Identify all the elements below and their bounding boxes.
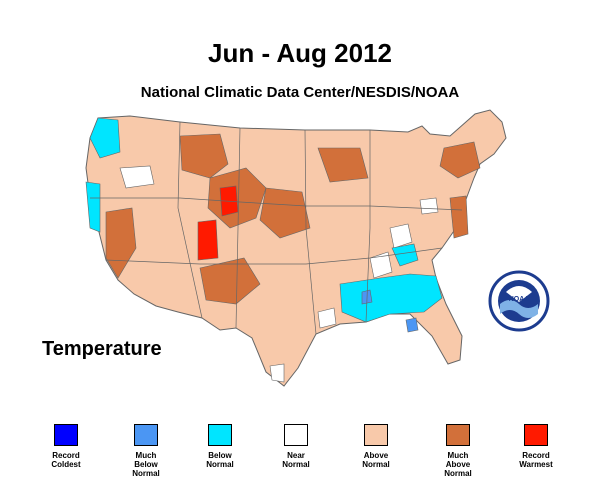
state-boundaries (90, 121, 463, 335)
legend-label: Record (522, 451, 550, 460)
legend-item: Above Normal (336, 424, 416, 469)
legend-label: Much (135, 451, 157, 460)
near-normal-region (419, 197, 439, 215)
legend-item: Record Coldest (26, 424, 106, 469)
legend-item: Near Normal (256, 424, 336, 469)
legend-label: Normal (282, 460, 310, 469)
below-normal-region (85, 181, 101, 233)
near-normal-region (269, 363, 285, 383)
variable-label: Temperature (42, 338, 162, 360)
legend-item: Much Below Normal (106, 424, 186, 478)
us-climate-division-map (70, 108, 530, 408)
legend-label: Normal (206, 460, 234, 469)
legend-swatch (134, 424, 158, 446)
much-above-normal-region (179, 133, 229, 179)
much-above-normal-region (317, 147, 369, 183)
legend-label: Below (208, 451, 232, 460)
near-normal-region (317, 307, 337, 329)
legend-swatch (208, 424, 232, 446)
legend-item: Below Normal (180, 424, 260, 469)
much-above-normal-region (259, 187, 311, 239)
legend-label: Much (447, 451, 469, 460)
near-normal-region (369, 251, 393, 279)
record-warmest-region (197, 219, 219, 261)
much-above-normal-region (199, 257, 261, 305)
legend-swatch (284, 424, 308, 446)
legend-label: Above (363, 451, 389, 460)
legend-item: Much Above Normal (418, 424, 498, 478)
legend-swatch (446, 424, 470, 446)
below-normal-region (339, 273, 443, 323)
legend-label: Below (134, 460, 158, 469)
near-normal-region (389, 223, 413, 249)
legend: Record Coldest Much Below Normal Below Normal N… (0, 424, 600, 484)
near-normal-region (119, 165, 155, 189)
legend-label: Record (52, 451, 80, 460)
noaa-logo-text: NOAA (509, 296, 530, 303)
map-title: Jun - Aug 2012 (208, 38, 392, 68)
map-subtitle: National Climatic Data Center/NESDIS/NOA… (140, 84, 460, 101)
much-above-normal-region (439, 141, 481, 179)
legend-label: Near (287, 451, 305, 460)
legend-item: Record Warmest (496, 424, 576, 469)
legend-label: Warmest (519, 460, 553, 469)
below-normal-region (89, 117, 121, 159)
legend-label: Normal (362, 460, 390, 469)
legend-swatch (364, 424, 388, 446)
much-above-normal-region (449, 195, 469, 239)
much-below-normal-region (405, 317, 419, 333)
legend-label: Normal (444, 469, 472, 478)
legend-label: Coldest (51, 460, 81, 469)
legend-swatch (54, 424, 78, 446)
noaa-logo-icon: NOAA (488, 270, 550, 332)
legend-label: Above (445, 460, 471, 469)
legend-label: Normal (132, 469, 160, 478)
contiguous-us-outline (85, 109, 507, 387)
legend-swatch (524, 424, 548, 446)
below-normal-region (391, 243, 419, 267)
